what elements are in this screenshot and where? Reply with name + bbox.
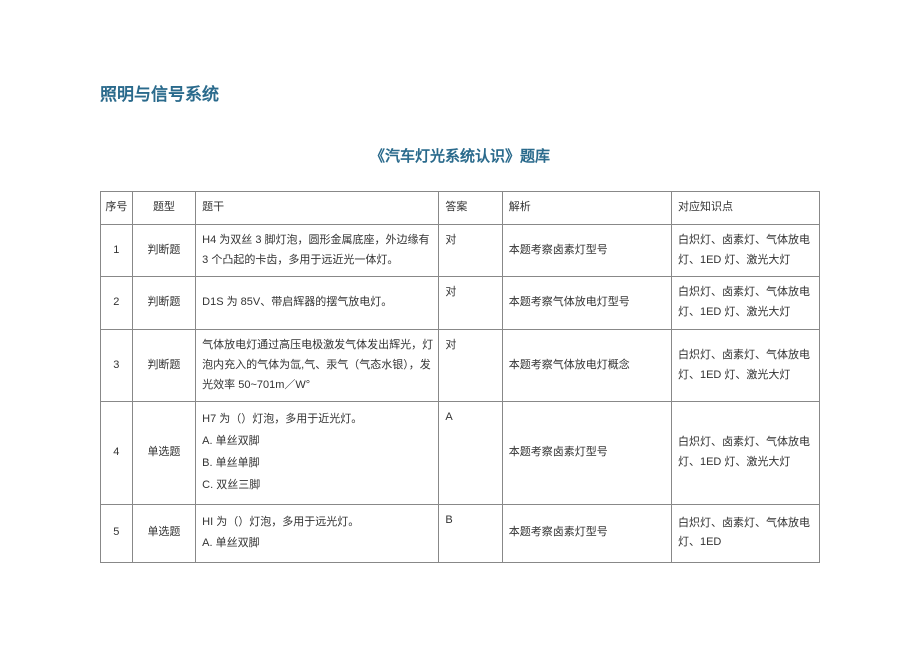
col-header-knowledge: 对应知识点 (671, 192, 819, 225)
col-header-answer: 答案 (439, 192, 502, 225)
cell-stem: D1S 为 85V、带启辉器的摆气放电灯。 (196, 277, 439, 330)
cell-explanation: 本题考察气体放电灯型号 (502, 277, 671, 330)
cell-stem: H7 为（）灯泡，多用于近光灯。A. 单丝双脚B. 单丝单脚C. 双丝三脚 (196, 402, 439, 504)
cell-seq: 5 (101, 504, 133, 563)
cell-answer: 对 (439, 224, 502, 277)
col-header-seq: 序号 (101, 192, 133, 225)
table-row: 4单选题H7 为（）灯泡，多用于近光灯。A. 单丝双脚B. 单丝单脚C. 双丝三… (101, 402, 820, 504)
cell-answer: B (439, 504, 502, 563)
cell-explanation: 本题考察卤素灯型号 (502, 402, 671, 504)
cell-explanation: 本题考察卤素灯型号 (502, 504, 671, 563)
cell-stem: 气体放电灯通过高压电极激发气体发出辉光，灯泡内充入的气体为氙,气、汞气（气态水银… (196, 329, 439, 401)
col-header-stem: 题干 (196, 192, 439, 225)
stem-line: C. 双丝三脚 (202, 476, 434, 496)
cell-seq: 2 (101, 277, 133, 330)
cell-stem: HI 为（）灯泡，多用于远光灯。A. 单丝双脚 (196, 504, 439, 563)
table-row: 3判断题气体放电灯通过高压电极激发气体发出辉光，灯泡内充入的气体为氙,气、汞气（… (101, 329, 820, 401)
cell-seq: 4 (101, 402, 133, 504)
sub-title: 《汽车灯光系统认识》题库 (100, 145, 820, 166)
table-row: 1判断题H4 为双丝 3 脚灯泡，圆形金属底座，外边缘有 3 个凸起的卡齿，多用… (101, 224, 820, 277)
cell-seq: 1 (101, 224, 133, 277)
stem-line: B. 单丝单脚 (202, 454, 434, 474)
cell-explanation: 本题考察卤素灯型号 (502, 224, 671, 277)
cell-type: 判断题 (132, 224, 195, 277)
col-header-explanation: 解析 (502, 192, 671, 225)
cell-explanation: 本题考察气体放电灯概念 (502, 329, 671, 401)
cell-type: 判断题 (132, 277, 195, 330)
cell-stem: H4 为双丝 3 脚灯泡，圆形金属底座，外边缘有 3 个凸起的卡齿，多用于远近光… (196, 224, 439, 277)
cell-answer: 对 (439, 277, 502, 330)
page-title: 照明与信号系统 (100, 80, 820, 105)
table-row: 2判断题D1S 为 85V、带启辉器的摆气放电灯。对本题考察气体放电灯型号白炽灯… (101, 277, 820, 330)
stem-line: HI 为（）灯泡，多用于远光灯。 (202, 513, 434, 533)
col-header-type: 题型 (132, 192, 195, 225)
stem-line: H7 为（）灯泡，多用于近光灯。 (202, 410, 434, 430)
cell-seq: 3 (101, 329, 133, 401)
cell-type: 判断题 (132, 329, 195, 401)
cell-type: 单选题 (132, 504, 195, 563)
table-body: 1判断题H4 为双丝 3 脚灯泡，圆形金属底座，外边缘有 3 个凸起的卡齿，多用… (101, 224, 820, 562)
cell-knowledge: 白炽灯、卤素灯、气体放电灯、1ED 灯、激光大灯 (671, 224, 819, 277)
cell-type: 单选题 (132, 402, 195, 504)
cell-knowledge: 白炽灯、卤素灯、气体放电灯、1ED 灯、激光大灯 (671, 402, 819, 504)
table-row: 5单选题HI 为（）灯泡，多用于远光灯。A. 单丝双脚B本题考察卤素灯型号白炽灯… (101, 504, 820, 563)
cell-knowledge: 白炽灯、卤素灯、气体放电灯、1ED 灯、激光大灯 (671, 329, 819, 401)
table-header-row: 序号 题型 题干 答案 解析 对应知识点 (101, 192, 820, 225)
stem-line: A. 单丝双脚 (202, 534, 434, 554)
cell-knowledge: 白炽灯、卤素灯、气体放电灯、1ED (671, 504, 819, 563)
cell-answer: 对 (439, 329, 502, 401)
stem-line: A. 单丝双脚 (202, 432, 434, 452)
question-table: 序号 题型 题干 答案 解析 对应知识点 1判断题H4 为双丝 3 脚灯泡，圆形… (100, 191, 820, 563)
cell-knowledge: 白炽灯、卤素灯、气体放电灯、1ED 灯、激光大灯 (671, 277, 819, 330)
cell-answer: A (439, 402, 502, 504)
